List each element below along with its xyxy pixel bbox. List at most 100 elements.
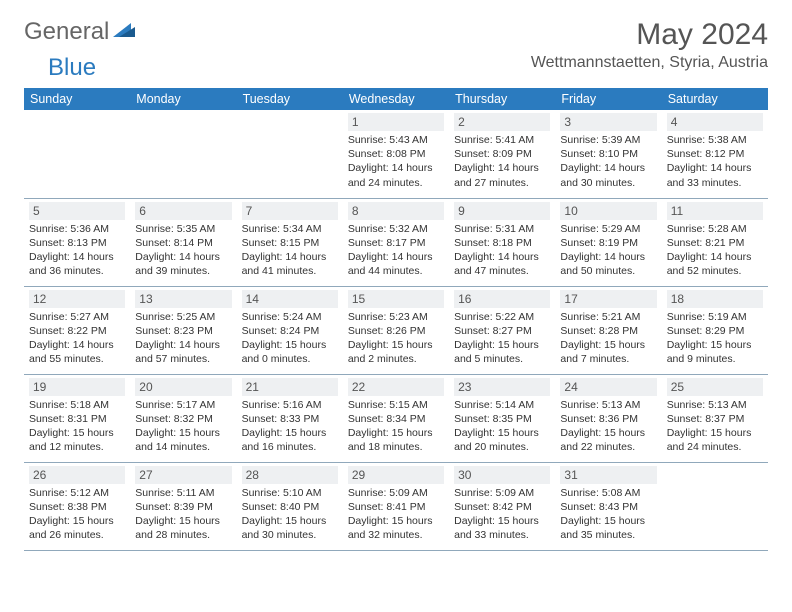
calendar-cell: 11 Sunrise: 5:28 AMSunset: 8:21 PMDayligh… <box>662 198 768 286</box>
day-info: Sunrise: 5:10 AMSunset: 8:40 PMDaylight:… <box>242 486 338 543</box>
calendar-cell: 10Sunrise: 5:29 AMSunset: 8:19 PMDayligh… <box>555 198 661 286</box>
day-info: Sunrise: 5:13 AMSunset: 8:37 PMDaylight:… <box>667 398 763 455</box>
calendar-cell: 31 Sunrise: 5:08 AMSunset: 8:43 PMDayligh… <box>555 462 661 550</box>
calendar-cell <box>24 110 130 198</box>
day-number: 24 <box>560 378 656 396</box>
weekday-row: SundayMondayTuesdayWednesdayThursdayFrid… <box>24 88 768 110</box>
day-info: Sunrise: 5:22 AMSunset: 8:27 PMDaylight:… <box>454 310 550 367</box>
calendar-table: SundayMondayTuesdayWednesdayThursdayFrid… <box>24 88 768 551</box>
calendar-cell: 22Sunrise: 5:15 AMSunset: 8:34 PMDayligh… <box>343 374 449 462</box>
day-number: 31 <box>560 466 656 484</box>
calendar-cell: 23 Sunrise: 5:14 AMSunset: 8:35 PMDayligh… <box>449 374 555 462</box>
day-info: Sunrise: 5:35 AMSunset: 8:14 PMDaylight:… <box>135 222 231 279</box>
day-number: 26 <box>29 466 125 484</box>
day-number: 7 <box>242 202 338 220</box>
day-info: Sunrise: 5:08 AMSunset: 8:43 PMDaylight:… <box>560 486 656 543</box>
brand-part1: General <box>24 18 109 46</box>
calendar-cell <box>130 110 236 198</box>
day-info: Sunrise: 5:25 AMSunset: 8:23 PMDaylight:… <box>135 310 231 367</box>
day-number: 20 <box>135 378 231 396</box>
day-info: Sunrise: 5:29 AMSunset: 8:19 PMDaylight:… <box>560 222 656 279</box>
day-number: 6 <box>135 202 231 220</box>
calendar-cell: 8Sunrise: 5:32 AMSunset: 8:17 PMDaylight… <box>343 198 449 286</box>
calendar-cell: 4Sunrise: 5:38 AMSunset: 8:12 PMDaylight… <box>662 110 768 198</box>
day-info: Sunrise: 5:32 AMSunset: 8:17 PMDaylight:… <box>348 222 444 279</box>
day-info: Sunrise: 5:14 AMSunset: 8:35 PMDaylight:… <box>454 398 550 455</box>
calendar-cell: 18Sunrise: 5:19 AMSunset: 8:29 PMDayligh… <box>662 286 768 374</box>
day-number: 12 <box>29 290 125 308</box>
calendar-cell: 1 Sunrise: 5:43 AMSunset: 8:08 PMDaylight… <box>343 110 449 198</box>
day-number: 11 <box>667 202 763 220</box>
calendar-cell: 15 Sunrise: 5:23 AMSunset: 8:26 PMDayligh… <box>343 286 449 374</box>
day-number: 28 <box>242 466 338 484</box>
day-info: Sunrise: 5:41 AMSunset: 8:09 PMDaylight:… <box>454 133 550 190</box>
day-info: Sunrise: 5:17 AMSunset: 8:32 PMDaylight:… <box>135 398 231 455</box>
calendar-cell: 7 Sunrise: 5:34 AMSunset: 8:15 PMDaylight… <box>237 198 343 286</box>
day-number: 16 <box>454 290 550 308</box>
day-info: Sunrise: 5:34 AMSunset: 8:15 PMDaylight:… <box>242 222 338 279</box>
calendar-cell: 19 Sunrise: 5:18 AMSunset: 8:31 PMDayligh… <box>24 374 130 462</box>
day-number: 23 <box>454 378 550 396</box>
calendar-row: 12 Sunrise: 5:27 AMSunset: 8:22 PMDayligh… <box>24 286 768 374</box>
weekday-header: Friday <box>555 88 661 110</box>
day-number: 13 <box>135 290 231 308</box>
weekday-header: Thursday <box>449 88 555 110</box>
calendar-cell <box>237 110 343 198</box>
calendar-cell: 17Sunrise: 5:21 AMSunset: 8:28 PMDayligh… <box>555 286 661 374</box>
calendar-cell: 30 Sunrise: 5:09 AMSunset: 8:42 PMDayligh… <box>449 462 555 550</box>
day-number: 29 <box>348 466 444 484</box>
calendar-cell: 14Sunrise: 5:24 AMSunset: 8:24 PMDayligh… <box>237 286 343 374</box>
calendar-cell: 3 Sunrise: 5:39 AMSunset: 8:10 PMDaylight… <box>555 110 661 198</box>
calendar-cell: 25Sunrise: 5:13 AMSunset: 8:37 PMDayligh… <box>662 374 768 462</box>
day-info: Sunrise: 5:23 AMSunset: 8:26 PMDaylight:… <box>348 310 444 367</box>
calendar-cell <box>662 462 768 550</box>
day-info: Sunrise: 5:19 AMSunset: 8:29 PMDaylight:… <box>667 310 763 367</box>
calendar-row: 19 Sunrise: 5:18 AMSunset: 8:31 PMDayligh… <box>24 374 768 462</box>
day-number: 17 <box>560 290 656 308</box>
calendar-cell: 5Sunrise: 5:36 AMSunset: 8:13 PMDaylight… <box>24 198 130 286</box>
day-info: Sunrise: 5:28 AMSunset: 8:21 PMDaylight:… <box>667 222 763 279</box>
day-info: Sunrise: 5:15 AMSunset: 8:34 PMDaylight:… <box>348 398 444 455</box>
day-number: 5 <box>29 202 125 220</box>
day-number: 15 <box>348 290 444 308</box>
day-info: Sunrise: 5:18 AMSunset: 8:31 PMDaylight:… <box>29 398 125 455</box>
day-info: Sunrise: 5:09 AMSunset: 8:42 PMDaylight:… <box>454 486 550 543</box>
day-number: 3 <box>560 113 656 131</box>
calendar-cell: 26 Sunrise: 5:12 AMSunset: 8:38 PMDayligh… <box>24 462 130 550</box>
calendar-cell: 13 Sunrise: 5:25 AMSunset: 8:23 PMDayligh… <box>130 286 236 374</box>
calendar-cell: 29 Sunrise: 5:09 AMSunset: 8:41 PMDayligh… <box>343 462 449 550</box>
calendar-cell: 2Sunrise: 5:41 AMSunset: 8:09 PMDaylight… <box>449 110 555 198</box>
weekday-header: Sunday <box>24 88 130 110</box>
day-info: Sunrise: 5:09 AMSunset: 8:41 PMDaylight:… <box>348 486 444 543</box>
brand-part2-wrap: Blue <box>24 54 768 82</box>
calendar-cell: 20 Sunrise: 5:17 AMSunset: 8:32 PMDayligh… <box>130 374 236 462</box>
day-info: Sunrise: 5:12 AMSunset: 8:38 PMDaylight:… <box>29 486 125 543</box>
calendar-cell: 24 Sunrise: 5:13 AMSunset: 8:36 PMDayligh… <box>555 374 661 462</box>
calendar-row: 26 Sunrise: 5:12 AMSunset: 8:38 PMDayligh… <box>24 462 768 550</box>
brand-logo: General <box>24 18 139 46</box>
day-number: 4 <box>667 113 763 131</box>
day-info: Sunrise: 5:13 AMSunset: 8:36 PMDaylight:… <box>560 398 656 455</box>
day-number: 9 <box>454 202 550 220</box>
brand-part2: Blue <box>48 54 96 81</box>
triangle-icon <box>113 18 135 46</box>
day-number: 19 <box>29 378 125 396</box>
weekday-header: Tuesday <box>237 88 343 110</box>
calendar-body: 1 Sunrise: 5:43 AMSunset: 8:08 PMDaylight… <box>24 110 768 550</box>
calendar-cell: 9Sunrise: 5:31 AMSunset: 8:18 PMDaylight… <box>449 198 555 286</box>
calendar-cell: 21Sunrise: 5:16 AMSunset: 8:33 PMDayligh… <box>237 374 343 462</box>
day-info: Sunrise: 5:43 AMSunset: 8:08 PMDaylight:… <box>348 133 444 190</box>
day-number: 30 <box>454 466 550 484</box>
day-info: Sunrise: 5:16 AMSunset: 8:33 PMDaylight:… <box>242 398 338 455</box>
calendar-cell: 16 Sunrise: 5:22 AMSunset: 8:27 PMDayligh… <box>449 286 555 374</box>
day-info: Sunrise: 5:39 AMSunset: 8:10 PMDaylight:… <box>560 133 656 190</box>
weekday-header: Saturday <box>662 88 768 110</box>
calendar-cell: 12 Sunrise: 5:27 AMSunset: 8:22 PMDayligh… <box>24 286 130 374</box>
day-number: 27 <box>135 466 231 484</box>
calendar-row: 1 Sunrise: 5:43 AMSunset: 8:08 PMDaylight… <box>24 110 768 198</box>
weekday-header: Wednesday <box>343 88 449 110</box>
day-number: 1 <box>348 113 444 131</box>
calendar-cell: 27Sunrise: 5:11 AMSunset: 8:39 PMDayligh… <box>130 462 236 550</box>
day-info: Sunrise: 5:27 AMSunset: 8:22 PMDaylight:… <box>29 310 125 367</box>
calendar-cell: 6 Sunrise: 5:35 AMSunset: 8:14 PMDaylight… <box>130 198 236 286</box>
